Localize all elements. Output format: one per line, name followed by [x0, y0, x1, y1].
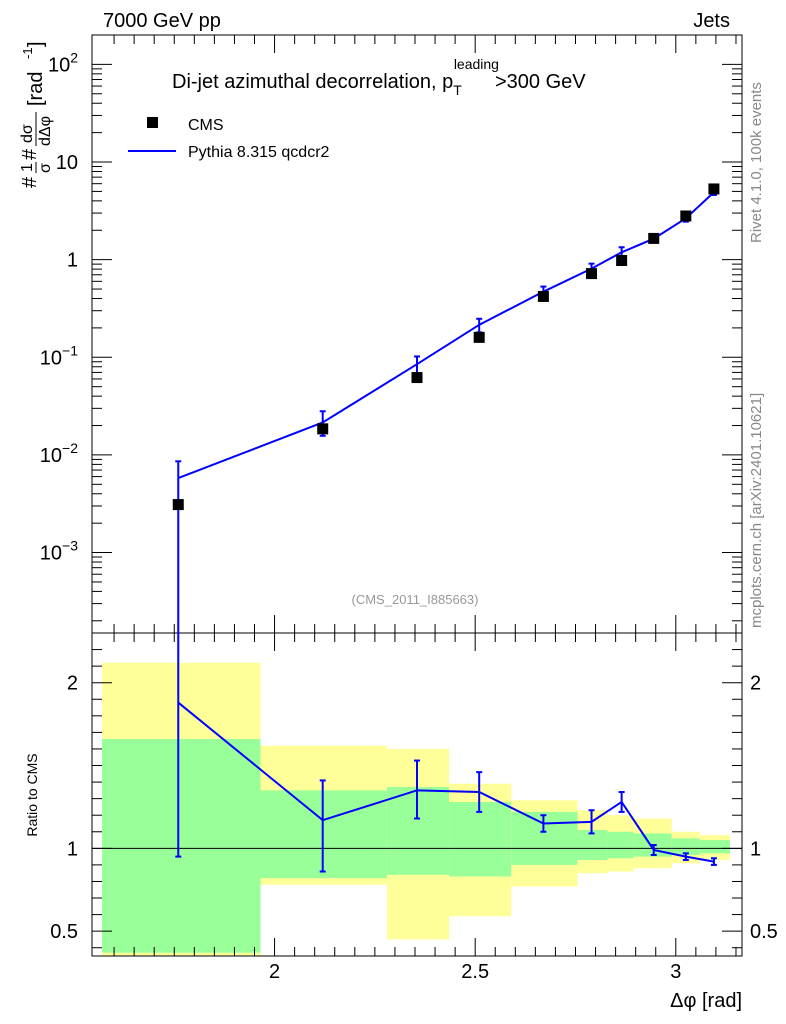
ratio-ytick-label-right: 0.5: [750, 921, 778, 943]
legend-pythia-label: Pythia 8.315 qcdcr2: [188, 144, 330, 161]
ylabel-unit-sup: -1: [20, 47, 35, 59]
cms-data-point: [317, 423, 329, 435]
xtick-label: 3: [670, 961, 681, 983]
cms-data-point: [586, 268, 598, 280]
cms-data-point: [172, 499, 184, 511]
ratio-plot-marks: [92, 633, 742, 873]
cms-data-point: [680, 210, 692, 222]
chart-title-sub: T: [453, 82, 462, 98]
ratio-ylabel: Ratio to CMS: [24, 753, 40, 836]
ylabel-unit-close: ]: [25, 41, 47, 47]
ylabel-sigma: σ: [37, 163, 54, 173]
band-green-bin: [511, 811, 578, 865]
ylabel-one: 1: [19, 163, 36, 172]
main-ytick-label: 10−1: [40, 342, 78, 369]
band-green-bin: [577, 830, 608, 860]
main-ytick-label: 10: [56, 152, 78, 174]
ylabel-unit: [rad: [25, 72, 47, 106]
ratio-uncertainty-bands: [102, 662, 730, 956]
main-plot-frame: [91, 34, 743, 634]
band-green-bin: [102, 739, 261, 953]
band-green-bin: [607, 831, 634, 859]
legend-cms-label: CMS: [188, 117, 224, 134]
band-green-bin: [260, 790, 387, 879]
band-green-bin: [386, 787, 450, 875]
band-green-bin: [699, 840, 730, 854]
analysis-watermark: (CMS_2011_I885663): [352, 592, 479, 607]
main-ytick-label: 1: [67, 250, 78, 272]
ratio-ytick-label: 2: [67, 673, 78, 695]
category-label: Jets: [693, 10, 730, 32]
cms-data-point: [537, 290, 549, 302]
tick-labels: 10−3 10−2 10−1 1 10 102 2 2.5 3 0.5 0.5 1 1 2 2: [40, 49, 778, 983]
cms-data-point: [708, 183, 720, 195]
main-plot-marks: [172, 183, 720, 633]
rivet-version-label: Rivet 4.1.0, 100k events: [748, 82, 765, 243]
legend-cms-marker: [147, 117, 158, 128]
ylabel-hash1: #: [19, 176, 41, 188]
chart-title: Di-jet azimuthal decorrelation, pTleadin…: [172, 56, 586, 98]
cms-data-point: [411, 372, 423, 384]
ratio-ytick-label-right: 2: [750, 673, 761, 695]
main-ytick-label: 10−2: [40, 440, 78, 467]
ratio-ytick-label: 0.5: [50, 921, 78, 943]
ratio-ytick-label-right: 1: [750, 838, 761, 860]
chart-title-sup: leading: [454, 56, 499, 72]
ylabel-dsigma: dσ: [19, 124, 36, 143]
ratio-ytick-label: 1: [67, 838, 78, 860]
chart-title-pre: Di-jet azimuthal decorrelation, p: [172, 71, 453, 93]
xtick-label: 2.5: [461, 961, 489, 983]
ratio-line: [177, 701, 715, 863]
pythia-line: [177, 191, 715, 479]
cms-data-point: [648, 232, 660, 244]
ylabel-hash2: #: [19, 148, 41, 160]
main-ytick-label: 102: [48, 49, 78, 76]
cms-data-point: [616, 255, 628, 267]
xtick-label: 2: [269, 961, 280, 983]
chart-title-post: >300 GeV: [495, 71, 586, 93]
ylabel-dphi: dΔφ: [37, 116, 54, 146]
ratio-frame-border: [91, 632, 743, 957]
cms-data-point: [473, 331, 485, 343]
energy-label: 7000 GeV pp: [103, 10, 221, 32]
ratio-plot-frame: [91, 632, 743, 957]
xlabel: Δφ [rad]: [670, 990, 742, 1012]
band-green-bin: [449, 801, 512, 877]
band-green-bin: [671, 838, 700, 855]
mcplots-site-label: mcplots.cern.ch [arXiv:2401.10621]: [748, 392, 765, 628]
main-ylabel: # 1 σ # dσ dΔφ [rad -1 ]: [19, 41, 54, 188]
main-ytick-label: 10−3: [40, 538, 78, 565]
